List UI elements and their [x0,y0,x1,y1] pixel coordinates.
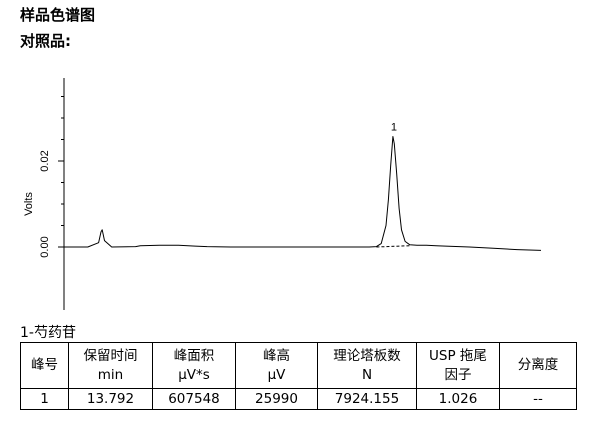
table-cell: 13.792 [68,388,153,410]
table-header-text: µV*s [178,366,210,383]
chart-axes [58,78,65,310]
y-axis-label: Volts [23,192,35,216]
table-header-text: N [361,366,373,383]
table-header-cell: 理论塔板数 N [317,342,417,389]
y-tick-label: 0.02 [39,150,51,171]
chart-plot-area [64,136,542,251]
table-header-cell: 峰高 µV [235,342,318,389]
table-header-text: 峰面积 [173,347,215,364]
table-header-cell: 分离度 [499,342,577,389]
series-line [64,136,542,251]
peak-baseline [376,245,410,248]
peak-label: 1 [391,121,397,133]
table-cell: 25990 [235,388,318,410]
table-header-row: 峰号 保留时间 min 峰面积 µV*s 峰高 µV 理论塔板数 N USP 拖尾 因子 分离度 [20,342,577,389]
table-header-text: 理论塔板数 [333,347,401,364]
table-caption: 1-芍药苷 [20,325,76,341]
table-header-text: min [97,366,124,383]
table-cell: 1 [20,388,69,410]
table-cell: 607548 [152,388,236,410]
table-header-text: USP 拖尾 [429,347,487,364]
table-header-cell: 保留时间 min [68,342,153,389]
table-header-cell: 峰号 [20,342,69,389]
table-cell: 7924.155 [317,388,417,410]
sample-subtitle: 对照品: [20,32,71,50]
table-header-cell: 峰面积 µV*s [152,342,236,389]
table-header-cell: USP 拖尾 因子 [416,342,500,389]
table-header-text: 因子 [444,366,472,383]
table-cell: -- [499,388,577,410]
table-header-text: µV [267,366,286,383]
chart-title: 样品色谱图 [20,6,96,24]
table-header-text: 分离度 [517,357,559,373]
y-tick-label: 0.00 [39,236,51,257]
table-header-text: 峰高 [263,347,290,364]
table-header-text: 保留时间 [83,347,138,364]
table-row: 1 13.792 607548 25990 7924.155 1.026 -- [20,388,577,410]
table-cell: 1.026 [416,388,500,410]
table-body: 1 13.792 607548 25990 7924.155 1.026 -- [20,388,577,410]
table-header-text: 峰号 [31,357,58,373]
